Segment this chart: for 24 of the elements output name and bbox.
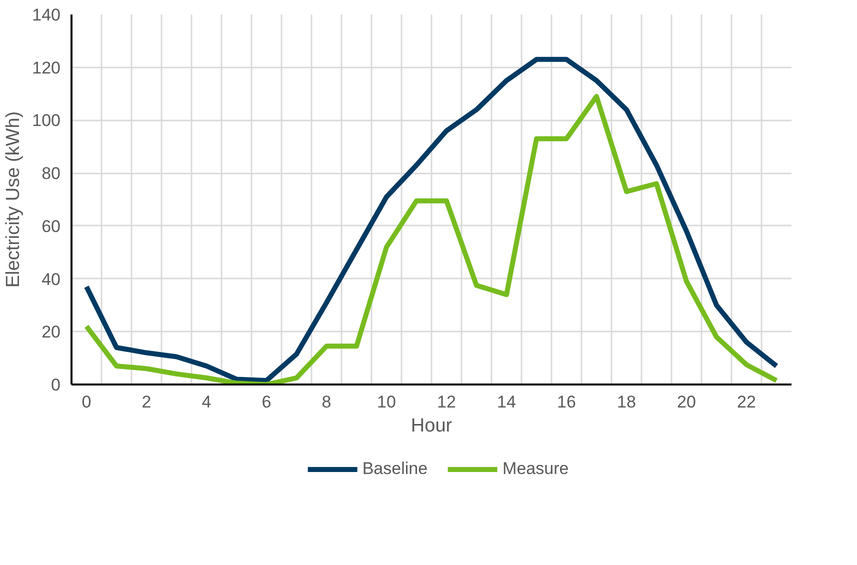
y-tick-label: 40 — [42, 270, 61, 289]
y-axis-title: Electricity Use (kWh) — [3, 111, 24, 288]
x-tick-label: 18 — [617, 392, 636, 412]
y-tick-label: 100 — [32, 111, 61, 130]
x-tick-label: 20 — [677, 392, 696, 412]
x-tick-label: 0 — [82, 392, 92, 412]
y-tick-label: 0 — [51, 376, 61, 394]
x-tick-label: 4 — [202, 392, 212, 412]
x-tick-label: 22 — [737, 392, 756, 412]
x-tick-label: 12 — [437, 392, 456, 412]
y-tick-label: 20 — [42, 322, 61, 342]
y-tick-label: 60 — [42, 216, 61, 236]
x-tick-label: 2 — [142, 392, 152, 412]
y-tick-label: 120 — [32, 58, 61, 78]
x-tick-label: 14 — [497, 392, 516, 412]
legend-label: Measure — [502, 459, 569, 479]
x-axis-title: Hour — [410, 416, 453, 436]
legend-label: Baseline — [362, 459, 428, 479]
x-tick-label: 10 — [377, 392, 396, 412]
x-tick-label: 16 — [557, 392, 576, 412]
y-tick-label: 80 — [42, 164, 61, 184]
x-tick-label: 8 — [322, 392, 332, 412]
x-tick-label: 6 — [262, 392, 272, 412]
y-tick-label: 140 — [32, 6, 61, 24]
